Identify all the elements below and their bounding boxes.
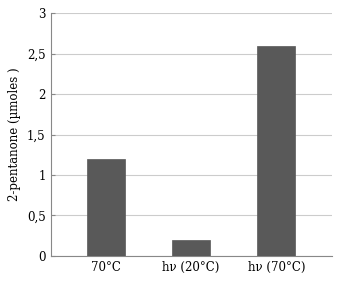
Bar (87, 159, 125, 256)
Bar (172, 240, 210, 256)
Y-axis label: 2-pentanone (µmoles ): 2-pentanone (µmoles ) (8, 68, 21, 201)
Bar (257, 46, 295, 256)
